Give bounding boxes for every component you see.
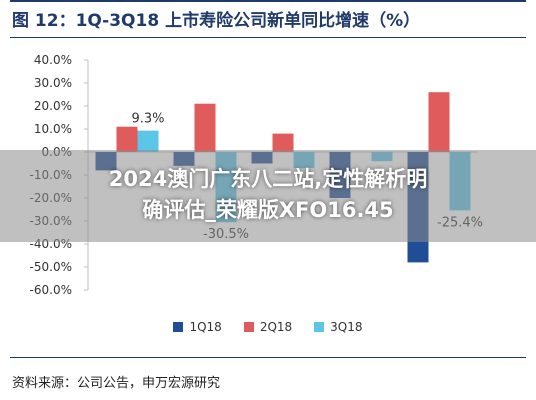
source-note: 资料来源：公司公告，申万宏源研究 <box>12 376 221 391</box>
y-tick-label: -60.0% <box>30 283 72 297</box>
legend-label-1q18: 1Q18 <box>189 320 222 334</box>
legend-item-3q18: 3Q18 <box>314 320 363 334</box>
legend-swatch-2q18 <box>243 322 254 332</box>
chart-title: 图 12：1Q-3Q18 上市寿险公司新单同比增速（%） <box>12 11 421 31</box>
legend-label-3q18: 3Q18 <box>330 320 363 334</box>
banner-line-1: 2024澳门广东八二站,定性解析明 <box>108 167 428 191</box>
overlay-banner <box>0 150 536 242</box>
title-rule <box>10 37 526 38</box>
data-label: 9.3% <box>131 112 164 127</box>
bar-2q18-3 <box>272 133 294 152</box>
legend-swatch-3q18 <box>314 322 325 332</box>
bar-2q18-5 <box>428 92 450 152</box>
overlay-banner-text: 2024澳门广东八二站,定性解析明 确评估_荣耀版XFO16.45 <box>0 164 536 226</box>
y-tick-label: -50.0% <box>30 260 72 274</box>
bar-2q18-2 <box>194 103 216 152</box>
legend-item-2q18: 2Q18 <box>243 320 293 334</box>
legend-swatch-1q18 <box>173 322 184 332</box>
y-tick-label: 30.0% <box>34 76 72 90</box>
bar-2q18-1 <box>116 126 138 152</box>
y-tick-label: 40.0% <box>34 53 72 67</box>
bar-3q18-1 <box>137 130 159 152</box>
banner-line-2: 确评估_荣耀版XFO16.45 <box>142 198 394 222</box>
legend-label-2q18: 2Q18 <box>259 320 293 334</box>
bottom-rule <box>10 357 526 358</box>
top-rule <box>10 0 526 2</box>
y-tick-label: 10.0% <box>34 122 72 136</box>
chart-legend: 1Q18 2Q18 3Q18 <box>0 316 536 338</box>
legend-item-1q18: 1Q18 <box>173 320 222 334</box>
y-tick-label: 20.0% <box>34 99 72 113</box>
